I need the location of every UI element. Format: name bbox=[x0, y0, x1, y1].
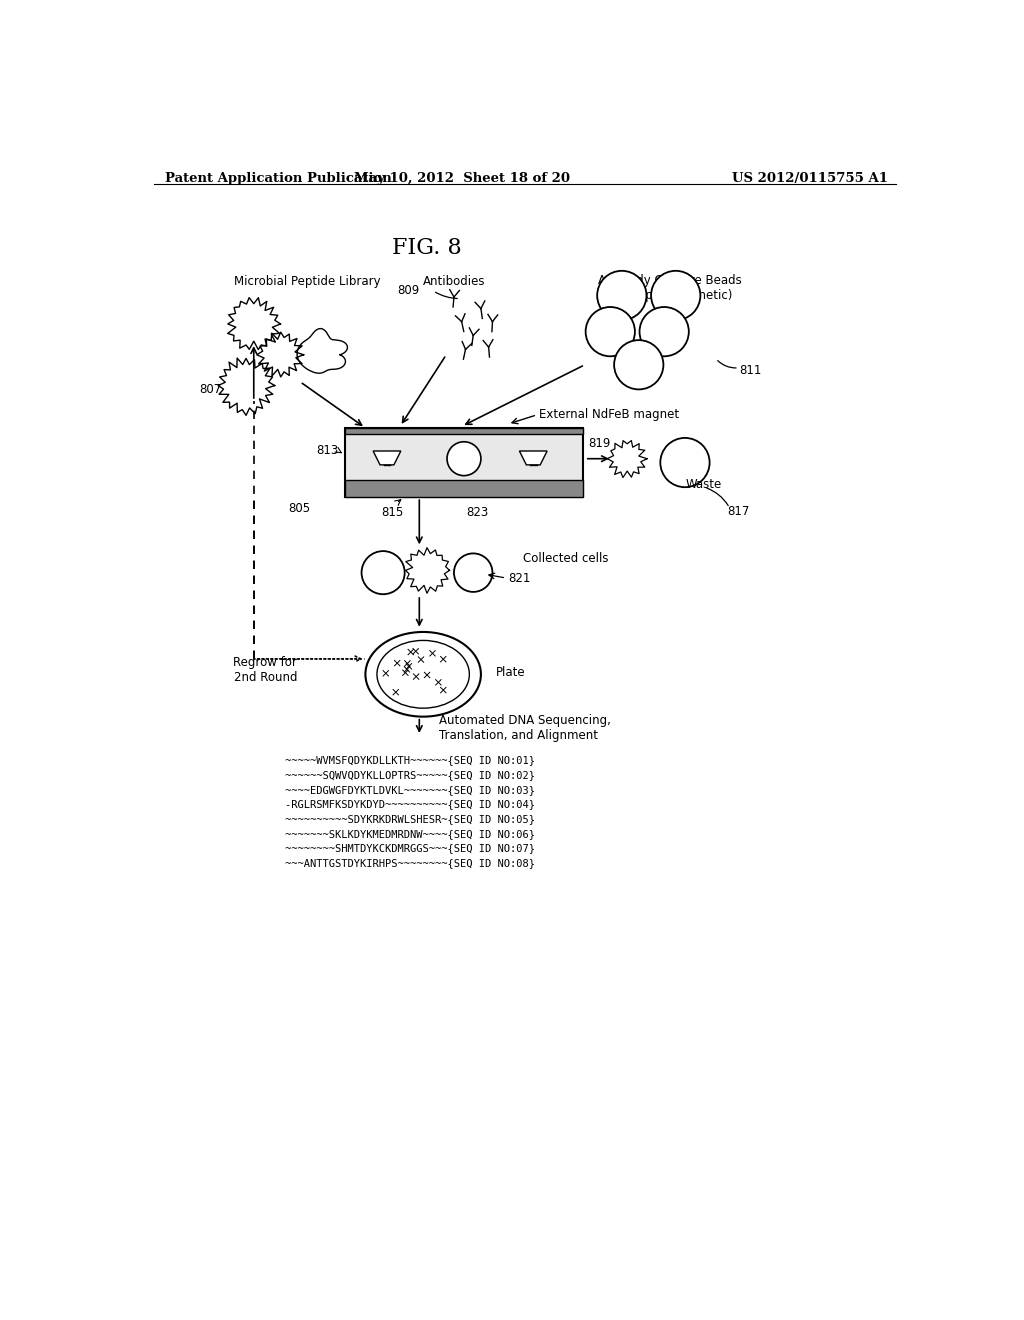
Ellipse shape bbox=[366, 632, 481, 717]
Text: ~~~~~~~SKLKDYKMEDMRDNW~~~~{SEQ ID NO:06}: ~~~~~~~SKLKDYKMEDMRDNW~~~~{SEQ ID NO:06} bbox=[285, 829, 535, 838]
Text: ~~~~~~~~SHMTDYKCKDMRGGS~~~{SEQ ID NO:07}: ~~~~~~~~SHMTDYKCKDMRGGS~~~{SEQ ID NO:07} bbox=[285, 843, 535, 853]
Text: Waste: Waste bbox=[686, 478, 722, 491]
Text: 813: 813 bbox=[316, 445, 339, 458]
Circle shape bbox=[614, 341, 664, 389]
Circle shape bbox=[660, 438, 710, 487]
Text: Collected cells: Collected cells bbox=[523, 552, 608, 565]
Text: 815: 815 bbox=[381, 507, 403, 520]
Circle shape bbox=[454, 553, 493, 591]
Text: ~~~~~WVMSFQDYKDLLKTH~~~~~~{SEQ ID NO:01}: ~~~~~WVMSFQDYKDLLKTH~~~~~~{SEQ ID NO:01} bbox=[285, 755, 535, 766]
Polygon shape bbox=[519, 451, 547, 465]
Text: Automated DNA Sequencing,
Translation, and Alignment: Automated DNA Sequencing, Translation, a… bbox=[438, 714, 610, 742]
Text: FIG. 8: FIG. 8 bbox=[392, 238, 462, 259]
Ellipse shape bbox=[377, 640, 469, 708]
Text: 819: 819 bbox=[589, 437, 611, 450]
Text: 821: 821 bbox=[508, 572, 530, 585]
Text: Regrow for
2nd Round: Regrow for 2nd Round bbox=[233, 656, 297, 685]
Text: US 2012/0115755 A1: US 2012/0115755 A1 bbox=[732, 173, 888, 185]
Text: External NdFeB magnet: External NdFeB magnet bbox=[539, 408, 679, 421]
Text: ~~~ANTTGSTDYKIRHPS~~~~~~~~{SEQ ID NO:08}: ~~~ANTTGSTDYKIRHPS~~~~~~~~{SEQ ID NO:08} bbox=[285, 858, 535, 869]
Circle shape bbox=[586, 308, 635, 356]
Bar bbox=[345, 428, 584, 434]
Text: Antibodies: Antibodies bbox=[423, 276, 485, 289]
Text: 817: 817 bbox=[727, 504, 750, 517]
Text: 823: 823 bbox=[466, 507, 488, 520]
Bar bbox=[345, 480, 584, 498]
Text: 811: 811 bbox=[739, 363, 761, 376]
Text: Microbial Peptide Library: Microbial Peptide Library bbox=[234, 276, 381, 289]
Text: 807: 807 bbox=[200, 383, 221, 396]
Circle shape bbox=[447, 442, 481, 475]
Text: ~~~~EDGWGFDYKTLDVKL~~~~~~~{SEQ ID NO:03}: ~~~~EDGWGFDYKTLDVKL~~~~~~~{SEQ ID NO:03} bbox=[285, 785, 535, 795]
Circle shape bbox=[361, 552, 404, 594]
Circle shape bbox=[640, 308, 689, 356]
Text: Patent Application Publication: Patent Application Publication bbox=[165, 173, 392, 185]
Bar bbox=[345, 428, 584, 498]
Text: Plate: Plate bbox=[497, 667, 526, 680]
Text: 805: 805 bbox=[289, 502, 310, 515]
Circle shape bbox=[597, 271, 646, 321]
Circle shape bbox=[651, 271, 700, 321]
Text: Antibody Capture Beads
(Superparamagnetic): Antibody Capture Beads (Superparamagneti… bbox=[598, 275, 741, 302]
Text: May 10, 2012  Sheet 18 of 20: May 10, 2012 Sheet 18 of 20 bbox=[353, 173, 569, 185]
Text: 809: 809 bbox=[397, 284, 419, 297]
Text: -RGLRSMFKSDYKDYD~~~~~~~~~~{SEQ ID NO:04}: -RGLRSMFKSDYKDYD~~~~~~~~~~{SEQ ID NO:04} bbox=[285, 800, 535, 809]
Text: ~~~~~~~~~~SDYKRKDRWLSHESR~{SEQ ID NO:05}: ~~~~~~~~~~SDYKRKDRWLSHESR~{SEQ ID NO:05} bbox=[285, 814, 535, 824]
Polygon shape bbox=[373, 451, 400, 465]
Text: ~~~~~~SQWVQDYKLLOPTRS~~~~~{SEQ ID NO:02}: ~~~~~~SQWVQDYKLLOPTRS~~~~~{SEQ ID NO:02} bbox=[285, 770, 535, 780]
